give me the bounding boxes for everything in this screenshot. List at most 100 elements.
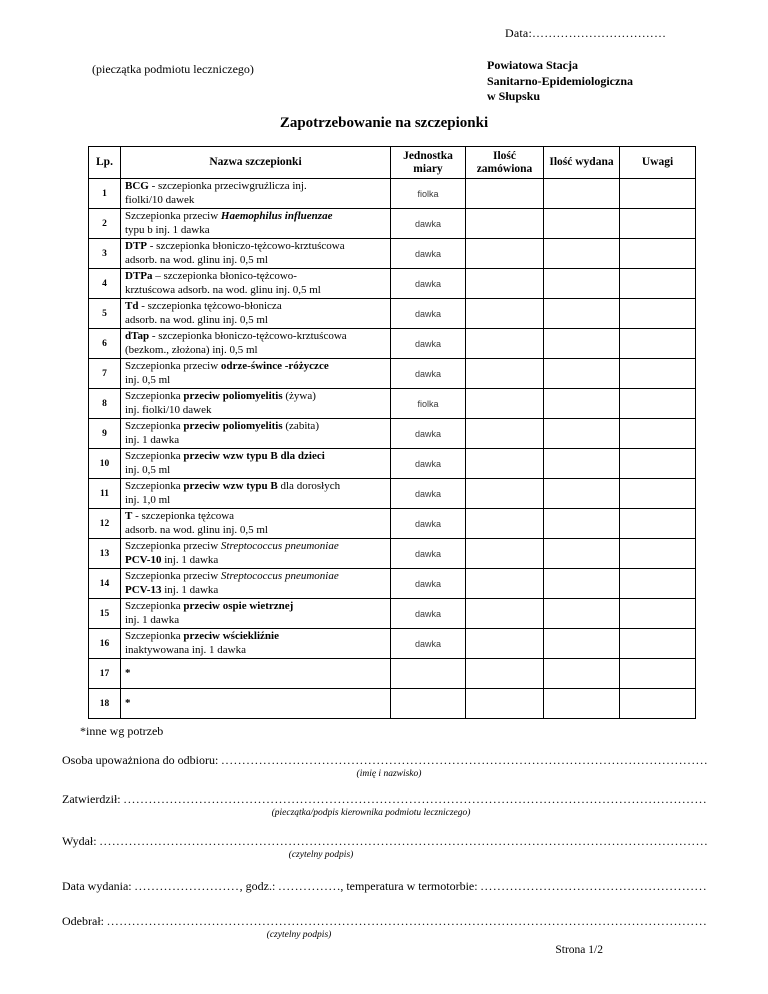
- col-header-unit: Jednostka miary: [390, 146, 466, 179]
- ordered-qty-cell: [465, 478, 544, 509]
- issued-qty-cell: [543, 478, 620, 509]
- remarks-cell: [619, 358, 696, 389]
- authorized-person-caption: (imię i nazwisko): [356, 769, 422, 779]
- remarks-cell: [619, 328, 696, 359]
- row-number-cell: 7: [88, 358, 121, 389]
- table-row: 9 Szczepionka przeciw poliomyelitis (zabi…: [88, 418, 696, 449]
- row-number-cell: 5: [88, 298, 121, 329]
- vaccine-name-cell: Szczepionka przeciw wzw typu B dla dziec…: [120, 448, 391, 479]
- received-by-blank: [107, 914, 708, 929]
- row-number-cell: 8: [88, 388, 121, 419]
- remarks-cell: [619, 688, 696, 719]
- ordered-qty-cell: [465, 238, 544, 269]
- row-number-cell: 13: [88, 538, 121, 569]
- col-header-lp: Lp.: [88, 146, 121, 179]
- issued-qty-cell: [543, 628, 620, 659]
- issued-qty-cell: [543, 418, 620, 449]
- unit-of-measure-cell: dawka: [390, 238, 466, 269]
- unit-of-measure-cell: dawka: [390, 598, 466, 629]
- unit-of-measure-cell: dawka: [390, 418, 466, 449]
- issue-time-blank: [278, 879, 340, 894]
- footnote: *inne wg potrzeb: [80, 724, 164, 738]
- authorized-person-label: Osoba upoważniona do odbioru:: [62, 753, 219, 767]
- ordered-qty-cell: [465, 658, 544, 689]
- table-header: Lp. Nazwa szczepionki Jednostka miary Il…: [88, 146, 696, 179]
- table-row: 7 Szczepionka przeciw odrze-śwince -różyc…: [88, 358, 696, 389]
- unit-of-measure-cell: fiolka: [390, 178, 466, 209]
- vaccine-name-cell: Szczepionka przeciw poliomyelitis (zabit…: [120, 418, 391, 449]
- received-by-label: Odebrał:: [62, 914, 104, 928]
- vaccine-name-cell: Szczepionka przeciw Streptococcus pneumo…: [120, 568, 391, 599]
- row-number-cell: 12: [88, 508, 121, 539]
- ordered-qty-cell: [465, 538, 544, 569]
- issued-by-line: Wydał:: [62, 834, 708, 849]
- table-row: 17 *: [88, 658, 696, 689]
- row-number-cell: 18: [88, 688, 121, 719]
- ordered-qty-cell: [465, 298, 544, 329]
- vaccine-request-table: Lp. Nazwa szczepionki Jednostka miary Il…: [88, 146, 696, 719]
- ordered-qty-cell: [465, 598, 544, 629]
- col-header-name: Nazwa szczepionki: [120, 146, 391, 179]
- document-title: Zapotrzebowanie na szczepionki: [279, 115, 489, 131]
- station-name-line: Sanitarno-Epidemiologiczna: [487, 73, 634, 88]
- col-header-issued: Ilość wydana: [543, 146, 620, 179]
- issued-qty-cell: [543, 238, 620, 269]
- table-row: 1 BCG - szczepionka przeciwgruźlicza inj.…: [88, 178, 696, 209]
- vaccine-name-cell: Szczepionka przeciw ospie wietrznej inj. …: [120, 598, 391, 629]
- vaccine-name-cell: BCG - szczepionka przeciwgruźlicza inj. f…: [120, 178, 391, 209]
- ordered-qty-cell: [465, 508, 544, 539]
- table-row: 10 Szczepionka przeciw wzw typu B dla dzi…: [88, 448, 696, 479]
- issued-qty-cell: [543, 328, 620, 359]
- authorized-person-blank: [221, 753, 708, 768]
- unit-of-measure-cell: dawka: [390, 538, 466, 569]
- signatures-section: *inne wg potrzeb Osoba upoważniona do od…: [0, 724, 768, 956]
- issued-qty-cell: [543, 508, 620, 539]
- remarks-cell: [619, 388, 696, 419]
- vaccine-name-cell: DTP - szczepionka błoniczo-tężcowo-krztu…: [120, 238, 391, 269]
- remarks-cell: [619, 628, 696, 659]
- vaccine-name-cell: DTPa – szczepionka błonico-tężcowo-krztu…: [120, 268, 391, 299]
- remarks-cell: [619, 298, 696, 329]
- received-by-caption: (czytelny podpis): [266, 930, 332, 940]
- row-number-cell: 4: [88, 268, 121, 299]
- unit-of-measure-cell: dawka: [390, 268, 466, 299]
- col-header-remarks: Uwagi: [619, 146, 696, 179]
- issued-qty-cell: [543, 568, 620, 599]
- ordered-qty-cell: [465, 568, 544, 599]
- date-label: Data:: [505, 26, 532, 40]
- table-row: 14 Szczepionka przeciw Streptococcus pneu…: [88, 568, 696, 599]
- unit-of-measure-cell: dawka: [390, 628, 466, 659]
- issued-qty-cell: [543, 598, 620, 629]
- unit-of-measure-cell: fiolka: [390, 388, 466, 419]
- vaccine-name-cell: Szczepionka przeciw odrze-śwince -różycz…: [120, 358, 391, 389]
- table-row: 16 Szczepionka przeciw wściekliźnie inakty…: [88, 628, 696, 659]
- remarks-cell: [619, 268, 696, 299]
- approved-by-line: Zatwierdził:: [62, 792, 708, 807]
- ordered-qty-cell: [465, 688, 544, 719]
- unit-of-measure-cell: dawka: [390, 448, 466, 479]
- row-number-cell: 6: [88, 328, 121, 359]
- ordered-qty-cell: [465, 628, 544, 659]
- ordered-qty-cell: [465, 388, 544, 419]
- date-blank: ……………………………: [532, 26, 667, 40]
- remarks-cell: [619, 568, 696, 599]
- table-row: 4 DTPa – szczepionka błonico-tężcowo-krzt…: [88, 268, 696, 299]
- station-name-line: Powiatowa Stacja: [487, 58, 578, 72]
- remarks-cell: [619, 658, 696, 689]
- issued-qty-cell: [543, 268, 620, 299]
- vaccine-name-cell: Szczepionka przeciw poliomyelitis (żywa)…: [120, 388, 391, 419]
- thermo-temp-label: , temperatura w termotorbie:: [340, 879, 478, 893]
- unit-of-measure-cell: dawka: [390, 358, 466, 389]
- table-row: 5 Td - szczepionka tężcowo-błonicza adsorb…: [88, 298, 696, 329]
- row-number-cell: 3: [88, 238, 121, 269]
- table-row: 18 *: [88, 688, 696, 719]
- approved-by-blank: [124, 792, 708, 807]
- row-number-cell: 16: [88, 628, 121, 659]
- ordered-qty-cell: [465, 268, 544, 299]
- vaccine-name-cell: Td - szczepionka tężcowo-błonicza adsorb.…: [120, 298, 391, 329]
- vaccine-name-cell: dTap - szczepionka błoniczo-tężcowo-krzt…: [120, 328, 391, 359]
- row-number-cell: 10: [88, 448, 121, 479]
- remarks-cell: [619, 538, 696, 569]
- issue-date-blank: [135, 879, 240, 894]
- approved-by-label: Zatwierdził:: [62, 792, 121, 806]
